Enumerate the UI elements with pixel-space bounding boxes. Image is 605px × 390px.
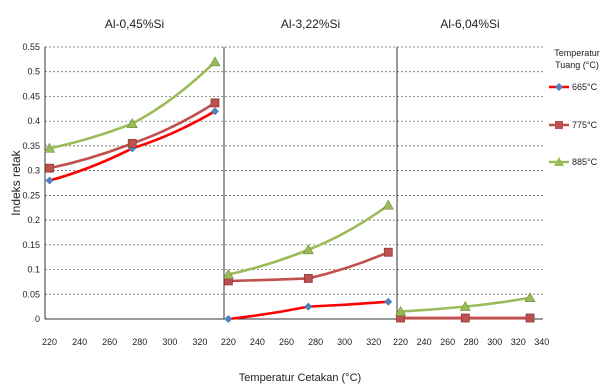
x-tick-label: 260: [440, 337, 455, 347]
y-tick-label: 0.55: [22, 42, 40, 52]
x-tick-label: 300: [337, 337, 352, 347]
data-point: [209, 56, 221, 67]
x-tick-label: 280: [464, 337, 479, 347]
data-point: [524, 292, 536, 303]
data-point: [384, 297, 393, 306]
x-tick-label: 340: [534, 337, 549, 347]
x-tick-label: 260: [102, 337, 117, 347]
x-tick-label: 280: [308, 337, 323, 347]
y-tick-label: 0.05: [22, 289, 40, 299]
x-axis-label: Temperatur Cetakan (°C): [239, 372, 361, 384]
data-point: [303, 274, 313, 283]
data-point: [127, 139, 137, 148]
x-tick-label: 220: [221, 337, 236, 347]
data-point: [302, 244, 314, 255]
panel-title: Al-0,45%Si: [105, 17, 164, 31]
data-point: [525, 313, 535, 323]
data-point: [222, 268, 234, 279]
legend-marker: [555, 121, 563, 129]
x-tick-label: 320: [192, 337, 207, 347]
legend-marker: [554, 157, 564, 166]
x-tick-label: 320: [511, 337, 526, 347]
legend-label: 885°C: [572, 157, 598, 167]
x-tick-label: 220: [42, 337, 57, 347]
y-axis-label: Indeks retak: [9, 149, 23, 215]
legend-label: 775°C: [572, 120, 598, 130]
series-line: [49, 60, 216, 150]
x-tick-label: 220: [393, 337, 408, 347]
data-point: [45, 176, 54, 185]
data-point: [126, 118, 138, 128]
data-point: [224, 315, 233, 323]
x-tick-label: 240: [250, 337, 265, 347]
data-point: [210, 107, 219, 116]
legend-marker: [555, 83, 563, 91]
x-tick-label: 240: [417, 337, 432, 347]
y-tick-label: 0.25: [22, 190, 40, 200]
data-point: [459, 301, 471, 311]
x-tick-label: 320: [366, 337, 381, 347]
y-tick-label: 0.3: [27, 166, 40, 176]
data-point: [395, 305, 407, 316]
data-point: [383, 247, 393, 257]
x-tick-label: 260: [279, 337, 294, 347]
legend-title: Temperatur: [554, 48, 600, 58]
data-point: [460, 313, 470, 323]
x-tick-label: 280: [132, 337, 147, 347]
panel-title: Al-6,04%Si: [440, 17, 499, 31]
legend-label: 665°C: [572, 82, 598, 92]
data-point: [45, 163, 54, 173]
y-tick-label: 0.1: [27, 265, 40, 275]
x-tick-label: 240: [72, 337, 87, 347]
series-line: [49, 101, 216, 170]
y-tick-label: 0.5: [27, 67, 40, 77]
y-tick-label: 0.2: [27, 215, 40, 225]
legend-title: Tuang (°C): [555, 60, 599, 70]
data-point: [210, 98, 220, 108]
data-point: [304, 302, 313, 311]
data-point: [382, 199, 394, 210]
y-tick-label: 0.15: [22, 240, 40, 250]
data-point: [44, 142, 56, 153]
y-tick-label: 0.4: [27, 116, 40, 126]
x-tick-label: 300: [162, 337, 177, 347]
x-tick-label: 300: [487, 337, 502, 347]
panel-title: Al-3,22%Si: [281, 17, 340, 31]
y-tick-label: 0.45: [22, 91, 40, 101]
y-tick-label: 0: [35, 314, 40, 324]
y-tick-label: 0.35: [22, 141, 40, 151]
series-line: [228, 204, 390, 276]
